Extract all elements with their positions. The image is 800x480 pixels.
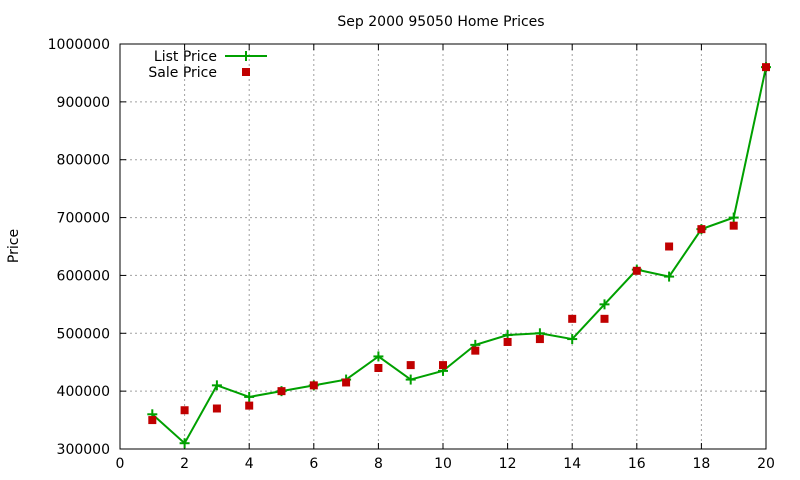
sale-price-point: [180, 406, 189, 415]
plot-frame: [119, 43, 767, 450]
sale-price-point: [277, 387, 286, 396]
sale-price-point: [503, 337, 512, 346]
x-tick-label: 0: [116, 456, 125, 472]
sale-price-point: [471, 346, 480, 355]
legend-marker: [241, 51, 251, 61]
x-tick-label: 6: [309, 456, 318, 472]
x-tick-label: 18: [692, 456, 710, 472]
y-tick-label: 600000: [57, 268, 110, 284]
sale-price-point: [762, 63, 770, 72]
legend-marker: [242, 68, 250, 76]
sale-price-point: [697, 225, 706, 234]
list-price-point: [664, 271, 675, 282]
list-price-point: [179, 438, 190, 449]
x-tick-label: 20: [757, 456, 775, 472]
sale-price-point: [342, 378, 351, 387]
sale-price-point: [729, 221, 738, 230]
list-price-point: [567, 334, 578, 345]
list-price-point: [373, 351, 384, 362]
list-price-point: [244, 391, 255, 402]
sale-price-point: [374, 364, 383, 372]
x-axis: 0 2 4 6 8 10 12 14 16 18 20: [116, 44, 775, 472]
x-tick-label: 16: [628, 456, 646, 472]
x-tick-label: 10: [434, 456, 452, 472]
sale-price-point: [309, 381, 318, 390]
y-axis-label: Price: [6, 229, 22, 263]
sale-price-point: [212, 404, 221, 413]
sale-price-point: [665, 242, 674, 251]
x-tick-label: 4: [245, 456, 254, 472]
x-tick-label: 12: [499, 456, 517, 472]
sale-price-point: [148, 416, 157, 425]
legend-label: List Price: [154, 49, 217, 65]
list-price-point: [211, 380, 222, 391]
y-tick-label: 900000: [57, 95, 110, 111]
y-tick-label: 700000: [57, 211, 110, 227]
sale-price-point: [245, 401, 254, 410]
sale-price-point: [439, 361, 447, 370]
y-tick-label: 500000: [57, 326, 110, 342]
list-price-point: [728, 212, 739, 223]
sale-price-point: [568, 314, 577, 323]
x-tick-label: 14: [563, 456, 581, 472]
sale-price-point: [535, 335, 544, 344]
x-tick-label: 8: [374, 456, 383, 472]
legend-label: Sale Price: [148, 65, 217, 81]
y-axis: 300000 400000 500000 600000 700000 800000 9000…: [48, 37, 766, 458]
sale-price-point: [632, 266, 641, 275]
series-layer: [147, 62, 771, 449]
list-price-line: [151, 66, 767, 445]
chart-title: Sep 2000 95050 Home Prices: [337, 14, 544, 30]
y-tick-label: 800000: [57, 153, 110, 169]
y-tick-label: 400000: [57, 384, 110, 400]
list-price-point: [405, 374, 416, 385]
sale-price-point: [406, 361, 415, 370]
y-tick-label: 300000: [57, 442, 110, 458]
list-price-point: [599, 299, 610, 310]
x-tick-label: 2: [180, 456, 189, 472]
sale-price-point: [600, 314, 609, 323]
y-tick-label: 1000000: [48, 37, 110, 53]
